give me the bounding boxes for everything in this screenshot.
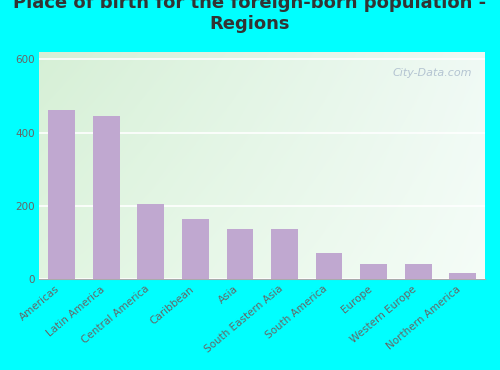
Text: City-Data.com: City-Data.com	[392, 68, 471, 78]
Bar	[182, 219, 209, 279]
Bar	[138, 204, 164, 279]
Text: Place of birth for the foreign-born population -
Regions: Place of birth for the foreign-born popu…	[14, 0, 486, 33]
Bar	[450, 273, 476, 279]
Bar	[93, 116, 120, 279]
Bar	[360, 264, 387, 279]
Bar	[271, 229, 298, 279]
Bar	[405, 264, 431, 279]
Bar	[48, 110, 75, 279]
Bar	[316, 253, 342, 279]
Bar	[226, 229, 254, 279]
